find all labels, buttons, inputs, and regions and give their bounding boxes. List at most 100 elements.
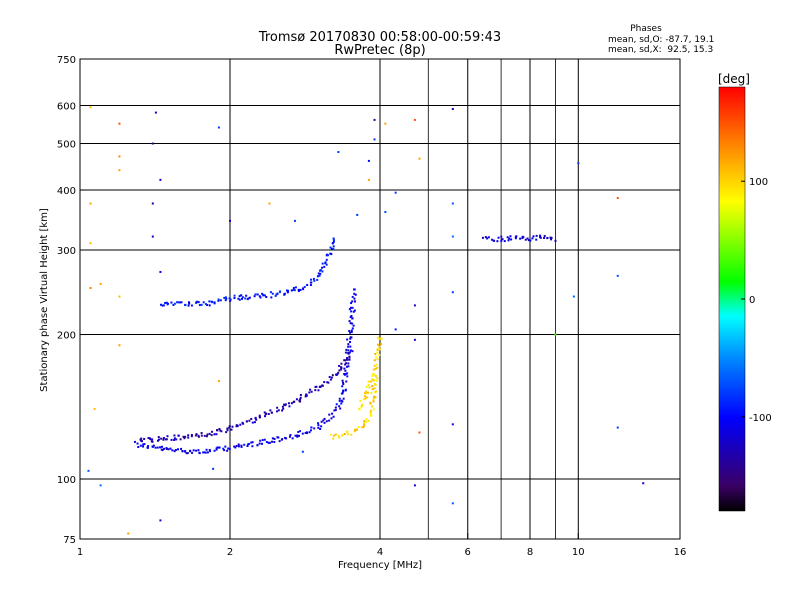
echo-trace-point [369, 401, 372, 404]
echo-trace-point [527, 239, 530, 242]
echo-trace-point [162, 438, 165, 441]
echo-trace-point [344, 373, 347, 376]
echo-trace-point [353, 297, 356, 300]
echo-trace-point [348, 308, 351, 311]
echo-point [572, 295, 575, 298]
echo-point [451, 502, 454, 505]
echo-trace-point [235, 425, 238, 428]
echo-trace-point [231, 425, 234, 428]
echo-trace-point [330, 247, 333, 250]
echo-trace-point [200, 432, 203, 435]
echo-trace-point [296, 435, 299, 438]
echo-point [451, 202, 454, 205]
echo-trace-point [375, 390, 378, 393]
echo-trace-point [340, 366, 343, 369]
echo-trace-point [349, 331, 352, 334]
echo-trace-point [271, 292, 274, 295]
echo-trace-point [265, 296, 268, 299]
echo-trace-point [242, 422, 245, 425]
echo-point [118, 344, 121, 347]
echo-trace-point [360, 405, 363, 408]
echo-trace-point [159, 303, 162, 306]
echo-trace-point [213, 449, 216, 452]
y-tick-label: 400 [57, 186, 76, 197]
echo-trace-point [198, 304, 201, 307]
echo-point [616, 274, 619, 277]
echo-trace-point [369, 380, 372, 383]
echo-trace-point [258, 295, 261, 298]
echo-trace-point [142, 445, 145, 448]
echo-trace-point [192, 449, 195, 452]
echo-point [373, 118, 376, 121]
echo-point [337, 151, 340, 154]
echo-point [394, 191, 397, 194]
echo-trace-point [197, 301, 200, 304]
echo-trace-point [139, 444, 142, 447]
echo-trace-point [372, 399, 375, 402]
echo-point [413, 304, 416, 307]
echo-trace-point [377, 343, 380, 346]
echo-trace-point [351, 350, 354, 353]
echo-trace-point [336, 373, 339, 376]
echo-trace-point [218, 446, 221, 449]
echo-trace-point [262, 294, 265, 297]
echo-trace-point [317, 426, 320, 429]
echo-trace-point [329, 433, 332, 436]
echo-trace-point [313, 279, 316, 282]
echo-trace-point [329, 252, 332, 255]
echo-trace-point [310, 390, 313, 393]
echo-point [268, 202, 271, 205]
echo-point [99, 484, 102, 487]
echo-trace-point [253, 421, 256, 424]
echo-trace-point [362, 426, 365, 429]
echo-trace-point [224, 296, 227, 299]
echo-trace-point [376, 377, 379, 380]
echo-trace-point [267, 441, 270, 444]
echo-point [159, 519, 162, 522]
echo-trace-point [151, 438, 154, 441]
echo-trace-point [226, 449, 229, 452]
echo-trace-point [346, 358, 349, 361]
echo-point [99, 282, 102, 285]
echo-trace-point [373, 359, 376, 362]
echo-trace-point [349, 341, 352, 344]
echo-trace-point [342, 397, 345, 400]
echo-trace-point [247, 443, 250, 446]
echo-trace-point [348, 358, 351, 361]
echo-trace-point [539, 236, 542, 239]
echo-trace-point [237, 443, 240, 446]
echo-trace-point [371, 388, 374, 391]
echo-trace-point [532, 235, 535, 238]
echo-trace-point [317, 272, 320, 275]
echo-trace-point [493, 239, 496, 242]
echo-trace-point [308, 431, 311, 434]
echo-trace-point [543, 237, 546, 240]
echo-trace-point [263, 294, 266, 297]
echo-trace-point [338, 364, 341, 367]
echo-trace-point [243, 443, 246, 446]
echo-trace-point [310, 426, 313, 429]
echo-trace-point [137, 445, 140, 448]
echo-trace-point [208, 304, 211, 307]
echo-trace-point [290, 402, 293, 405]
echo-point [127, 532, 130, 535]
echo-trace-point [325, 258, 328, 261]
echo-trace-point [225, 431, 228, 434]
echo-trace-point [351, 306, 354, 309]
echo-point [373, 138, 376, 141]
colorbar-tick-label: 0 [749, 295, 755, 306]
echo-trace-point [369, 413, 372, 416]
echo-trace-point [524, 238, 527, 241]
echo-trace-point [184, 435, 187, 438]
echo-point [554, 333, 557, 336]
echo-trace-point [156, 439, 159, 442]
echo-trace-point [309, 429, 312, 432]
echo-trace-point [226, 429, 229, 432]
echo-trace-point [372, 373, 375, 376]
echo-point [118, 169, 121, 172]
echo-trace-point [526, 237, 529, 240]
echo-trace-point [356, 428, 359, 431]
echo-trace-point [289, 434, 292, 437]
echo-trace-point [342, 381, 345, 384]
echo-trace-point [351, 317, 354, 320]
